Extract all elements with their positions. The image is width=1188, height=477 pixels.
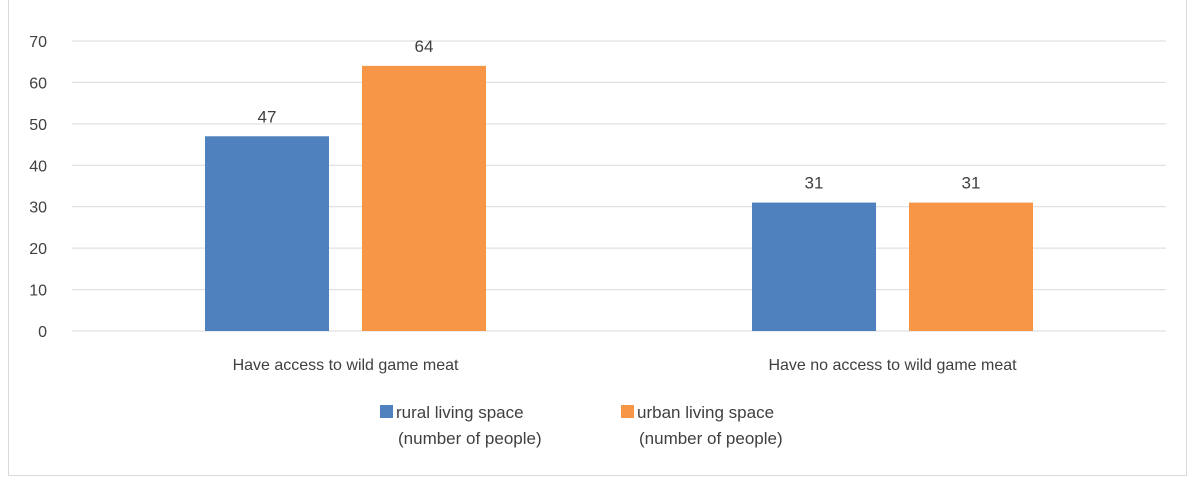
legend-swatch-rural [380,405,393,418]
data-labels: 47 64 31 31 [258,37,981,193]
legend: rural living space (number of people) urba… [380,403,783,448]
data-label: 64 [415,37,434,56]
y-tick-label: 50 [29,117,47,134]
legend-label: (number of people) [639,429,783,448]
x-axis-categories: Have access to wild game meat Have no acc… [233,357,1018,374]
bar-urban-1 [362,65,486,331]
x-category-label: Have no access to wild game meat [768,357,1017,374]
y-tick-label: 60 [29,75,47,92]
bar-rural-2 [752,202,876,331]
y-axis-ticks: 0 10 20 30 40 50 60 70 [29,34,47,341]
chart-frame [8,0,1187,476]
data-label: 31 [962,174,981,193]
y-tick-label: 30 [29,200,47,217]
legend-label: urban living space [637,403,774,422]
y-tick-label: 10 [29,283,47,300]
legend-label: rural living space [396,403,524,422]
data-label: 47 [258,107,277,126]
y-tick-label: 70 [29,34,47,51]
x-category-label: Have access to wild game meat [233,357,459,374]
bars [205,65,1033,331]
legend-swatch-urban [621,405,634,418]
y-tick-label: 40 [29,158,47,175]
data-label: 31 [805,174,824,193]
legend-label: (number of people) [398,429,542,448]
y-tick-label: 20 [29,241,47,258]
y-tick-label: 0 [38,324,47,341]
bar-rural-1 [205,136,329,331]
bar-urban-2 [909,202,1033,331]
